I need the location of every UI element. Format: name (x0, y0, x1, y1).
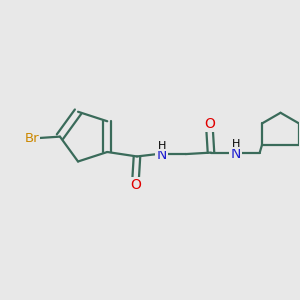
Text: H: H (158, 141, 167, 151)
Text: H: H (232, 139, 241, 149)
Text: N: N (156, 148, 167, 162)
Text: O: O (204, 117, 215, 131)
Text: N: N (230, 147, 241, 161)
Text: O: O (130, 178, 141, 192)
Text: Br: Br (24, 132, 39, 145)
